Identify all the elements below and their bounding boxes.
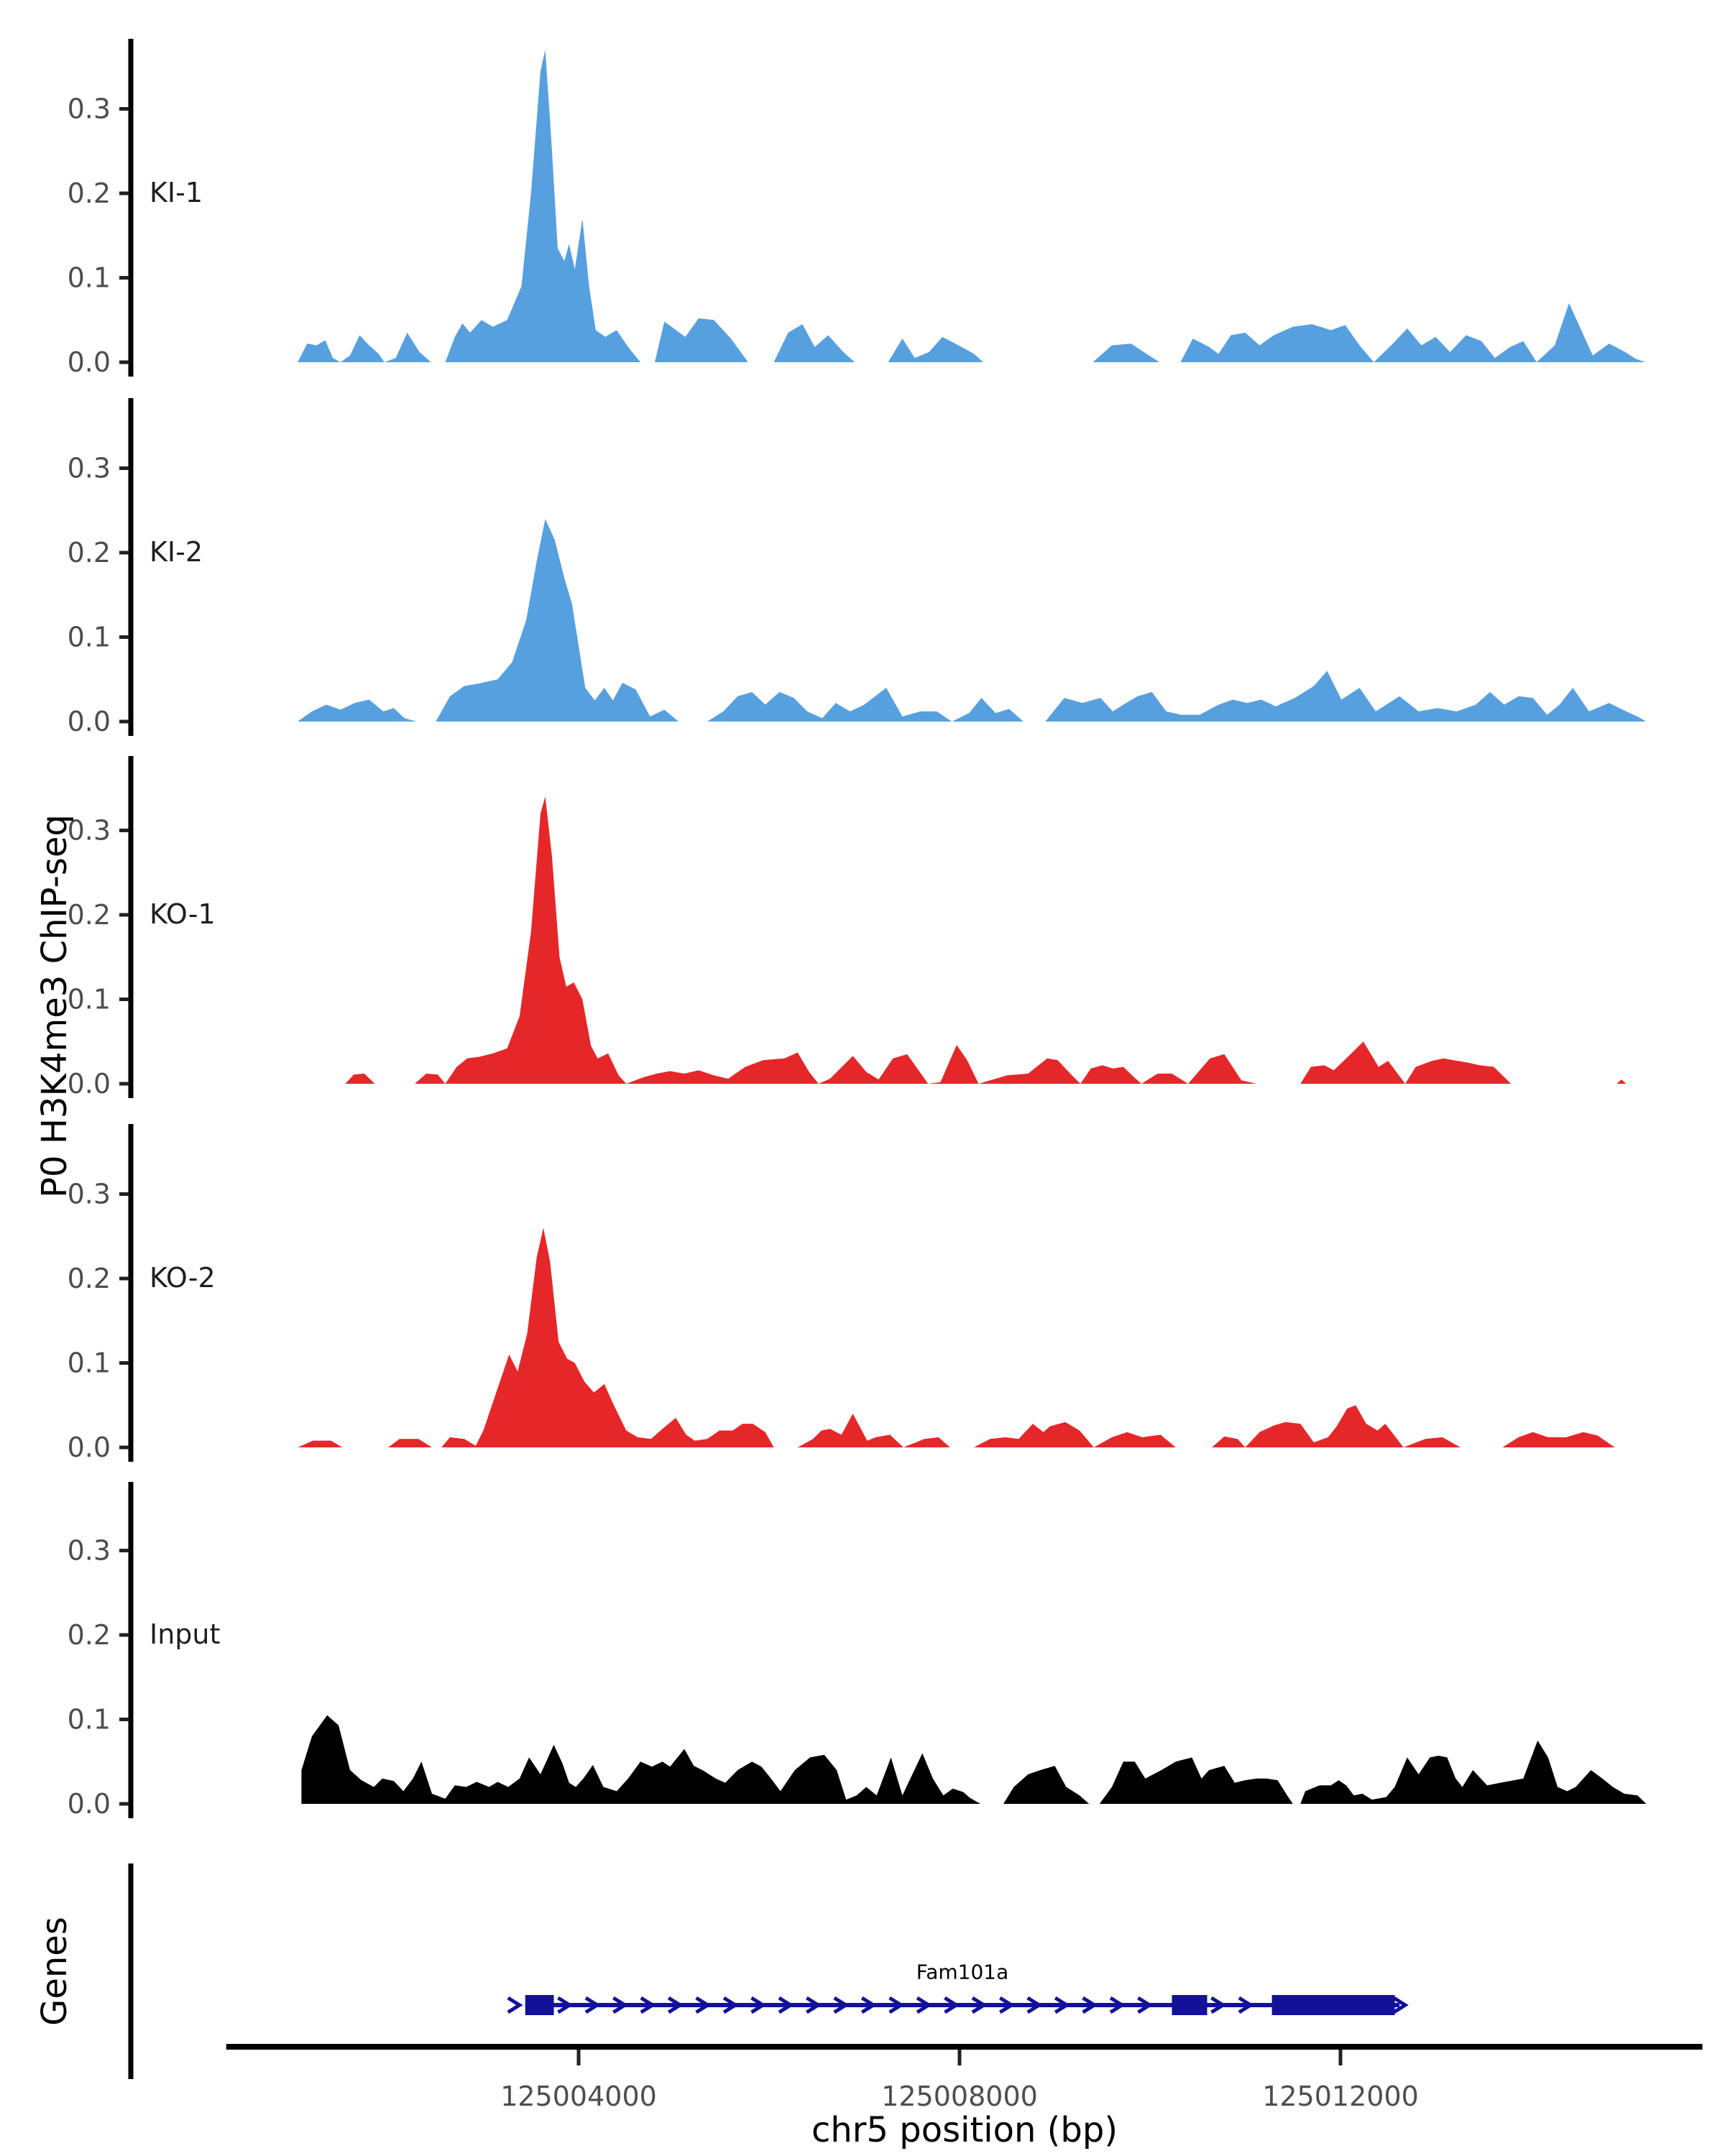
strand-chevron-icon <box>1082 1996 1098 2014</box>
strand-chevron-icon <box>778 1996 794 2014</box>
strand-chevron-icon <box>557 1996 574 2014</box>
y-tick-label: 0.1 <box>68 984 111 1015</box>
strand-chevron-icon <box>833 1996 850 2014</box>
coverage-area-KI-1 <box>298 50 1646 363</box>
y-tick-label: 0.0 <box>68 1788 111 1820</box>
track-label-KO-1: KO-1 <box>150 898 216 930</box>
coverage-area-KO-1 <box>298 796 1646 1084</box>
x-tick-label: 125008000 <box>881 2081 1038 2112</box>
track-label-KI-1: KI-1 <box>150 177 203 208</box>
y-tick-label: 0.1 <box>68 1348 111 1379</box>
strand-chevron-icon <box>916 1996 932 2014</box>
y-tick-label: 0.1 <box>68 1704 111 1736</box>
strand-chevron-icon <box>944 1996 960 2014</box>
y-tick-label: 0.2 <box>68 537 111 568</box>
y-tick-label: 0.0 <box>68 1068 111 1100</box>
strand-chevron-icon <box>722 1996 739 2014</box>
y-tick-label: 0.3 <box>68 1535 111 1567</box>
y-axis-title: P0 H3K4me3 ChIP-seq <box>34 814 75 1198</box>
strand-chevron-icon <box>806 1996 822 2014</box>
strand-chevron-icon <box>999 1996 1016 2014</box>
strand-chevron-icon <box>1054 1996 1070 2014</box>
y-tick-label: 0.2 <box>68 899 111 931</box>
exon-box-1 <box>525 1995 554 2015</box>
y-tick-label: 0.0 <box>68 1432 111 1463</box>
x-axis-title: chr5 position (bp) <box>811 2110 1118 2150</box>
strand-chevron-icon <box>750 1996 767 2014</box>
exon-box-3 <box>1271 1995 1395 2015</box>
strand-chevron-icon <box>584 1996 601 2014</box>
strand-chevron-icon <box>1109 1996 1126 2014</box>
y-tick-label: 0.0 <box>68 346 111 378</box>
strand-chevron-icon <box>888 1996 905 2014</box>
x-tick-label: 125012000 <box>1262 2081 1419 2112</box>
y-tick-label: 0.3 <box>68 93 111 125</box>
y-tick-label: 0.2 <box>68 178 111 209</box>
gene-end-arrow-icon <box>1392 1996 1409 2014</box>
gene-start-arrow-icon <box>507 1996 523 2014</box>
track-label-Input: Input <box>150 1618 220 1650</box>
track-label-KI-2: KI-2 <box>150 536 203 568</box>
exon-box-2 <box>1172 1995 1208 2015</box>
strand-chevron-icon <box>695 1996 712 2014</box>
y-tick-label: 0.1 <box>68 262 111 294</box>
y-tick-label: 0.2 <box>68 1619 111 1651</box>
x-tick-label: 125004000 <box>500 2081 657 2112</box>
strand-chevron-icon <box>860 1996 877 2014</box>
strand-chevron-icon <box>971 1996 988 2014</box>
strand-chevron-icon <box>612 1996 629 2014</box>
coverage-area-Input <box>301 1715 1647 1804</box>
strand-chevron-icon <box>1238 1996 1254 2014</box>
y-tick-label: 0.3 <box>68 815 111 847</box>
genes-axis-title: Genes <box>34 1917 75 2026</box>
y-tick-label: 0.1 <box>68 622 111 653</box>
strand-chevron-icon <box>667 1996 684 2014</box>
strand-chevron-icon <box>1026 1996 1043 2014</box>
y-tick-label: 0.2 <box>68 1263 111 1294</box>
strand-chevron-icon <box>1210 1996 1227 2014</box>
y-tick-label: 0.3 <box>68 453 111 484</box>
y-tick-label: 0.3 <box>68 1179 111 1210</box>
track-label-KO-2: KO-2 <box>150 1262 216 1294</box>
y-tick-label: 0.0 <box>68 706 111 737</box>
coverage-area-KO-2 <box>298 1227 1646 1447</box>
strand-chevron-icon <box>640 1996 656 2014</box>
gene-name-label: Fam101a <box>916 1960 1009 1984</box>
strand-chevron-icon <box>1137 1996 1154 2014</box>
coverage-area-KI-2 <box>298 519 1647 722</box>
